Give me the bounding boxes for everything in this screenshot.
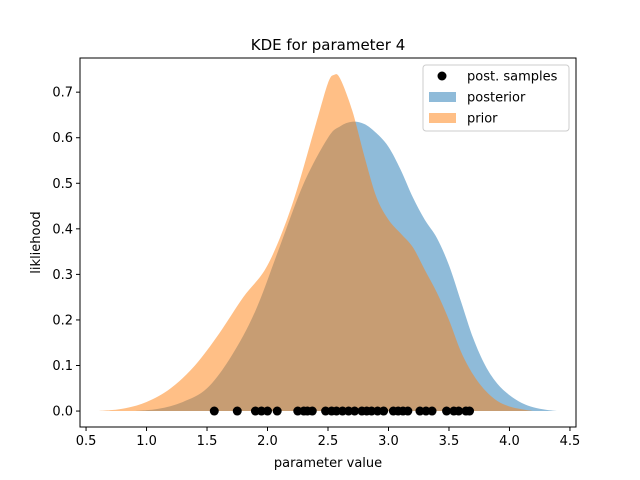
legend-label: prior bbox=[467, 112, 498, 127]
sample-point bbox=[272, 406, 282, 416]
legend-label: posterior bbox=[467, 91, 526, 106]
sample-point bbox=[379, 406, 389, 416]
sample-point bbox=[350, 406, 360, 416]
legend-marker-samples bbox=[437, 71, 447, 81]
legend-swatch-posterior bbox=[429, 92, 456, 102]
x-tick-label: 1.0 bbox=[136, 434, 157, 449]
legend-swatch-prior bbox=[429, 113, 456, 123]
y-tick-label: 0.3 bbox=[52, 268, 73, 283]
x-axis-ticks: 0.5 1.0 1.5 2.0 2.5 3.0 3.5 4.0 4.5 bbox=[76, 427, 581, 449]
y-tick-label: 0.2 bbox=[52, 313, 73, 328]
y-tick-label: 0.7 bbox=[52, 86, 73, 101]
x-tick-label: 2.5 bbox=[318, 434, 339, 449]
y-tick-label: 0.5 bbox=[52, 177, 73, 192]
sample-point bbox=[454, 406, 464, 416]
x-tick-label: 0.5 bbox=[76, 434, 97, 449]
area-series-group bbox=[98, 74, 558, 412]
sample-point bbox=[442, 406, 452, 416]
x-tick-label: 4.5 bbox=[560, 434, 581, 449]
x-tick-label: 3.0 bbox=[378, 434, 399, 449]
sample-point bbox=[209, 406, 219, 416]
prior-area bbox=[98, 74, 534, 412]
x-axis-label: parameter value bbox=[274, 456, 382, 471]
sample-point bbox=[427, 406, 437, 416]
y-axis-label: likliehood bbox=[29, 211, 44, 273]
sample-point bbox=[465, 406, 475, 416]
y-tick-label: 0.6 bbox=[52, 131, 73, 146]
y-tick-label: 0.1 bbox=[52, 359, 73, 374]
y-tick-label: 0.4 bbox=[52, 222, 73, 237]
legend-box bbox=[422, 64, 570, 132]
legend: post. samples posterior prior bbox=[422, 64, 570, 132]
x-tick-label: 1.5 bbox=[197, 434, 218, 449]
y-tick-label: 0.0 bbox=[52, 405, 73, 420]
sample-points-group bbox=[209, 406, 475, 416]
sample-point bbox=[307, 406, 317, 416]
x-tick-label: 4.0 bbox=[499, 434, 520, 449]
sample-point bbox=[263, 406, 273, 416]
x-tick-label: 2.0 bbox=[257, 434, 278, 449]
chart-title: KDE for parameter 4 bbox=[251, 36, 406, 54]
legend-label: post. samples bbox=[467, 70, 558, 85]
sample-point bbox=[403, 406, 413, 416]
sample-point bbox=[232, 406, 242, 416]
y-axis-ticks: 0.0 0.1 0.2 0.3 0.4 0.5 0.6 0.7 bbox=[52, 86, 80, 420]
x-tick-label: 3.5 bbox=[439, 434, 460, 449]
